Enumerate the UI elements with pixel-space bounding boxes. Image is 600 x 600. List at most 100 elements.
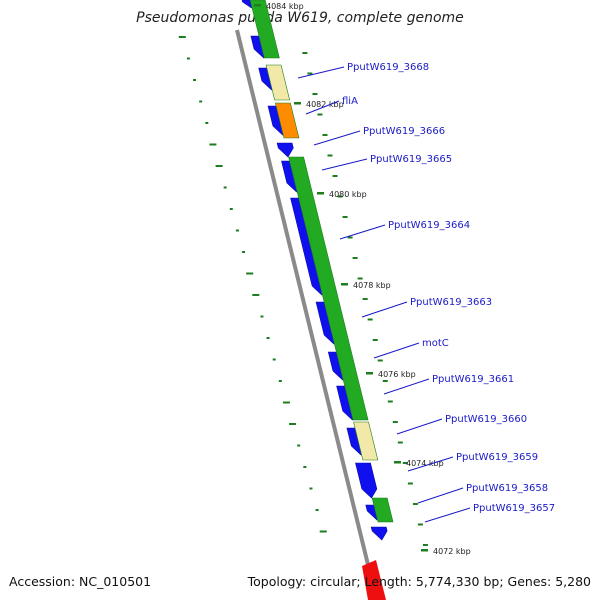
reverse-gene-block <box>249 0 280 59</box>
gene-label[interactable]: PputW619_3665 <box>370 154 452 165</box>
gene-leader-line <box>321 158 368 171</box>
kbp-tick-label: 4072 kbp <box>433 547 471 556</box>
minor-tick <box>382 380 388 382</box>
gc-content-mark <box>266 337 270 339</box>
feature-track <box>241 0 394 600</box>
gene-label[interactable]: PputW619_3666 <box>363 126 445 137</box>
backbone-line <box>235 29 379 600</box>
gc-content-mark <box>209 143 217 146</box>
major-tick <box>341 283 348 286</box>
minor-tick <box>357 277 363 280</box>
gene-label[interactable]: PputW619_3663 <box>410 297 492 308</box>
gc-content-mark <box>315 509 319 511</box>
kbp-tick-label: 4078 kbp <box>353 281 391 290</box>
gc-content-mark <box>309 487 313 490</box>
gc-content-track <box>178 36 327 533</box>
rrna-gene-block <box>362 560 386 600</box>
minor-tick <box>352 257 358 259</box>
kbp-tick-label: 4082 kbp <box>306 100 344 109</box>
map-title: Pseudomonas putida W619, complete genome <box>136 10 464 26</box>
gene-leader-line <box>313 130 361 146</box>
minor-tick <box>302 52 308 54</box>
major-tick <box>394 461 401 464</box>
minor-tick <box>317 113 323 116</box>
forward-gene-arrow <box>355 462 378 499</box>
gc-content-mark <box>215 165 223 167</box>
gc-content-mark <box>223 186 227 189</box>
minor-tick <box>372 339 378 341</box>
gene-label[interactable]: motC <box>422 338 449 349</box>
gene-label[interactable]: PputW619_3668 <box>347 62 429 73</box>
gene-leader-line <box>361 301 408 318</box>
gc-content-mark <box>178 36 186 38</box>
gc-content-mark <box>186 57 190 60</box>
gene-label[interactable]: fliA <box>342 96 358 107</box>
kbp-tick-label: 4074 kbp <box>406 459 444 468</box>
gc-content-mark <box>205 122 209 124</box>
gene-label[interactable]: PputW619_3660 <box>445 414 527 425</box>
kbp-tick-label: 4084 kbp <box>266 2 304 11</box>
reverse-gene-block <box>288 156 369 421</box>
minor-tick <box>417 523 423 526</box>
minor-tick <box>307 72 313 75</box>
backbone-track <box>235 29 379 600</box>
gc-content-mark <box>229 208 233 210</box>
gc-content-mark <box>282 401 290 404</box>
minor-tick <box>322 134 328 136</box>
gene-leader-line <box>305 100 340 115</box>
forward-gene-arrow <box>276 142 294 158</box>
gene-leader-line <box>297 66 345 79</box>
minor-tick <box>392 421 398 423</box>
gene-label[interactable]: PputW619_3657 <box>473 503 555 514</box>
minor-tick <box>342 216 348 218</box>
gc-content-mark <box>297 444 301 447</box>
minor-tick <box>367 318 373 321</box>
major-tick <box>421 549 428 552</box>
minor-tick <box>312 93 318 95</box>
major-tick <box>317 192 324 195</box>
gene-label[interactable]: PputW619_3661 <box>432 374 514 385</box>
gc-content-mark <box>193 79 197 81</box>
gene-leader-line <box>383 378 430 395</box>
minor-tick <box>327 154 333 157</box>
gene-leader-line <box>396 418 443 435</box>
minor-tick <box>397 441 403 444</box>
reverse-gene-block <box>353 421 379 461</box>
minor-tick <box>337 195 343 198</box>
kbp-tick-track: 4084 kbp 4082 kbp 4080 kbp 4078 kbp 4076 kbp… <box>254 2 471 556</box>
forward-gene-arrow <box>370 526 388 541</box>
gc-content-mark <box>235 229 239 232</box>
gc-content-mark <box>303 466 307 468</box>
major-tick <box>294 102 301 105</box>
minor-tick <box>332 175 338 177</box>
gc-content-mark <box>199 100 203 103</box>
gene-leader-line <box>339 224 386 240</box>
minor-tick <box>347 236 353 239</box>
minor-tick <box>407 482 413 485</box>
gene-label[interactable]: PputW619_3659 <box>456 452 538 463</box>
gc-content-mark <box>278 380 282 382</box>
reverse-gene-block <box>371 497 394 523</box>
minor-tick <box>422 544 428 546</box>
gene-label[interactable]: PputW619_3664 <box>388 220 470 231</box>
minor-tick <box>377 359 383 362</box>
gene-label-track: PputW619_3668 fliA PputW619_3666 PputW619_3… <box>297 62 555 523</box>
minor-tick <box>402 462 408 464</box>
gc-content-mark <box>289 423 297 425</box>
gc-content-mark <box>242 251 246 253</box>
gene-leader-line <box>407 456 454 472</box>
accession-text: Accession: NC_010501 <box>9 574 152 589</box>
gene-label[interactable]: PputW619_3658 <box>466 483 548 494</box>
gene-leader-line <box>417 487 464 504</box>
major-tick <box>254 4 261 7</box>
gc-content-mark <box>272 358 276 361</box>
major-tick <box>366 372 373 375</box>
gc-content-mark <box>252 294 260 296</box>
minor-tick <box>412 503 418 505</box>
gene-leader-line <box>373 342 420 359</box>
gc-content-mark <box>319 530 327 533</box>
gc-content-mark <box>246 272 254 275</box>
minor-tick <box>362 298 368 300</box>
reverse-gene-block <box>275 102 300 139</box>
